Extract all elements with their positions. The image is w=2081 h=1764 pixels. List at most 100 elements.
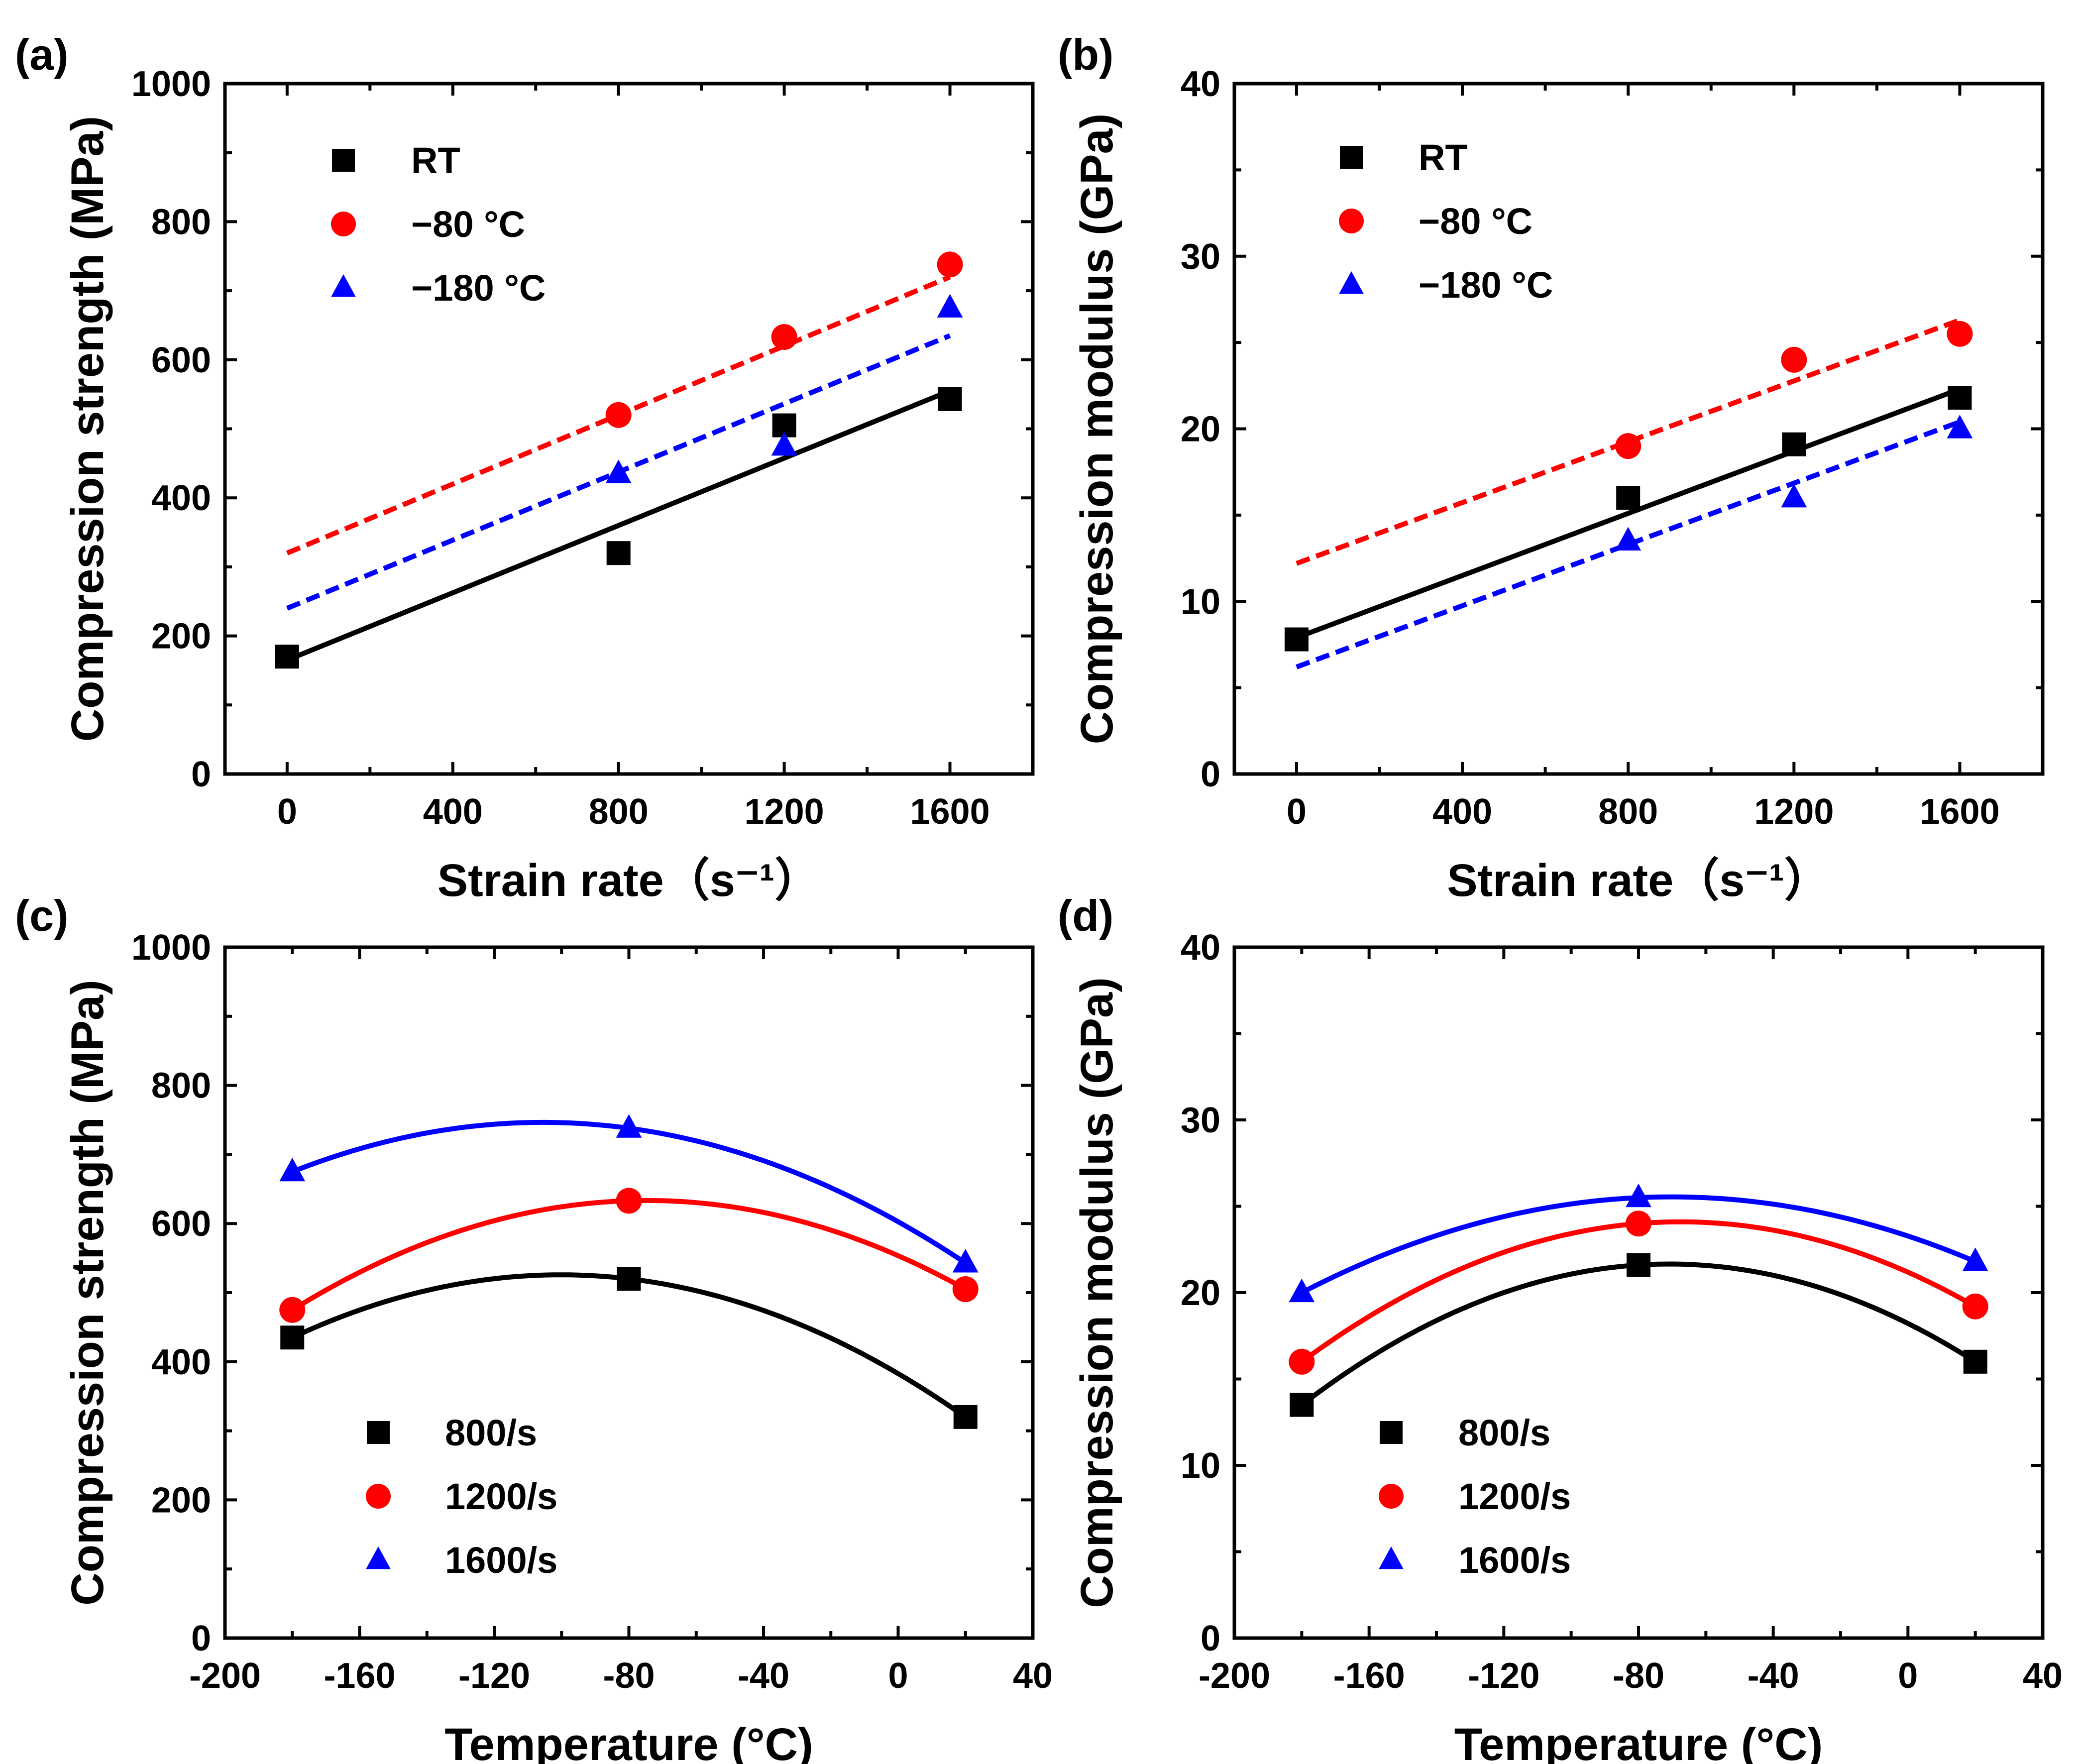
x-tick-label: -160 <box>324 1656 395 1696</box>
panel-d: (d) -200 -160 -120 -80 -40 0 40 0 10 20 30 40 Tempera… <box>1058 891 2063 1764</box>
data-point <box>1626 1211 1651 1237</box>
panel-label: (b) <box>1058 30 1113 79</box>
data-points <box>1289 1183 1988 1417</box>
y-tick-label: 0 <box>1201 755 1220 794</box>
legend-label: 1600/s <box>445 1540 557 1581</box>
legend-marker <box>1339 271 1364 294</box>
x-tick-label: -200 <box>1199 1656 1270 1696</box>
x-axis-title: Temperature (°C) <box>1454 1719 1823 1764</box>
legend-label: RT <box>1419 137 1468 178</box>
x-axis: 0 400 800 1200 1600 <box>277 84 1034 832</box>
y-tick-label: 200 <box>151 1480 211 1520</box>
x-tick-label: -80 <box>1613 1656 1664 1696</box>
legend-label: 1600/s <box>1458 1540 1571 1581</box>
fit-curve <box>291 1198 967 1312</box>
data-point <box>1962 1247 1988 1271</box>
y-axis-title: Compression modulus (GPa) <box>1072 113 1122 745</box>
y-tick-label: 0 <box>1201 1619 1220 1658</box>
data-point <box>1615 527 1642 551</box>
legend-marker <box>367 1421 390 1444</box>
x-tick-label: -200 <box>189 1656 261 1696</box>
x-tick-label: -120 <box>458 1656 530 1696</box>
data-point <box>771 324 797 350</box>
y-tick-label: 600 <box>151 340 211 380</box>
data-point <box>1963 1349 1987 1374</box>
data-point <box>1290 1393 1314 1417</box>
y-axis-title: Compression strength (MPa) <box>62 116 113 742</box>
data-point <box>1947 415 1973 439</box>
legend-label: −180 °C <box>1419 264 1553 306</box>
x-axis-title: Temperature (°C) <box>444 1719 813 1764</box>
data-point <box>1615 433 1642 459</box>
legend-marker <box>332 149 355 172</box>
panel-label: (d) <box>1058 891 1113 940</box>
data-point <box>1781 346 1807 373</box>
y-tick-label: 1000 <box>131 64 211 104</box>
legend-label: RT <box>411 140 460 181</box>
legend: RT −80 °C −180 °C <box>331 140 546 309</box>
fit-line <box>1296 419 1961 669</box>
panel-label: (a) <box>15 30 69 79</box>
y-axis-title: Compression modulus (GPa) <box>1072 977 1122 1608</box>
x-tick-label: 400 <box>1432 792 1492 832</box>
data-point <box>605 459 632 483</box>
y-tick-label: 0 <box>191 1619 211 1658</box>
legend-marker <box>1379 1484 1404 1509</box>
x-tick-label: 0 <box>277 792 297 832</box>
plot-frame <box>1232 82 2045 776</box>
legend: 800/s 1200/s 1600/s <box>1379 1412 1571 1581</box>
data-point <box>605 402 632 428</box>
data-point <box>952 1276 979 1303</box>
data-point <box>1289 1278 1315 1303</box>
x-tick-label: 1600 <box>1920 792 1999 832</box>
data-point <box>937 294 963 318</box>
x-tick-label: -40 <box>1748 1656 1799 1696</box>
legend-marker <box>1340 146 1363 169</box>
x-tick-label: -80 <box>603 1656 655 1696</box>
x-axis: 0 400 800 1200 1600 <box>1287 84 2044 832</box>
legend-label: −180 °C <box>411 267 546 309</box>
y-axis-title: Compression strength (MPa) <box>62 980 113 1605</box>
x-axis: -200 -160 -120 -80 -40 0 40 <box>189 947 1053 1696</box>
plot-frame <box>223 82 1035 776</box>
data-point <box>952 1249 979 1273</box>
data-point <box>1626 1183 1651 1208</box>
data-point <box>279 1297 306 1323</box>
y-tick-label: 20 <box>1181 410 1220 449</box>
data-points <box>279 1114 979 1429</box>
x-tick-label: 40 <box>1013 1656 1053 1696</box>
panel-label: (c) <box>15 891 69 940</box>
data-point <box>616 1188 642 1214</box>
y-tick-label: 0 <box>191 755 211 794</box>
data-point <box>1782 432 1806 456</box>
data-point <box>1289 1348 1315 1375</box>
y-tick-label: 30 <box>1181 237 1220 277</box>
plot-frame <box>1232 945 2045 1640</box>
y-axis: 0 10 20 30 40 <box>1181 64 2043 794</box>
legend: 800/s 1200/s 1600/s <box>366 1412 557 1581</box>
x-tick-label: 400 <box>423 792 483 832</box>
data-point <box>1948 386 1972 410</box>
fit-line <box>286 388 951 662</box>
x-tick-label: 800 <box>589 792 649 832</box>
legend-marker <box>331 212 356 236</box>
y-tick-label: 600 <box>151 1204 211 1244</box>
y-tick-label: 10 <box>1181 582 1220 622</box>
legend: RT −80 °C −180 °C <box>1339 137 1553 306</box>
legend-label: 1200/s <box>1458 1476 1571 1517</box>
data-point <box>1284 627 1309 652</box>
panel-a: (a) 0 400 800 1200 1600 0 200 400 600 800 1000 Strai… <box>15 30 1035 906</box>
legend-marker <box>1339 209 1364 233</box>
data-point <box>937 251 963 278</box>
data-point <box>617 1267 641 1291</box>
x-tick-label: 40 <box>2023 1656 2063 1696</box>
x-tick-label: -160 <box>1333 1656 1405 1696</box>
legend-label: −80 °C <box>1419 201 1533 242</box>
data-point <box>279 1157 306 1182</box>
legend-label: −80 °C <box>411 204 525 245</box>
plot-frame <box>223 945 1035 1640</box>
y-axis: 0 200 400 600 800 1000 <box>131 928 1033 1658</box>
data-point <box>1947 321 1973 347</box>
legend-marker <box>331 274 356 297</box>
